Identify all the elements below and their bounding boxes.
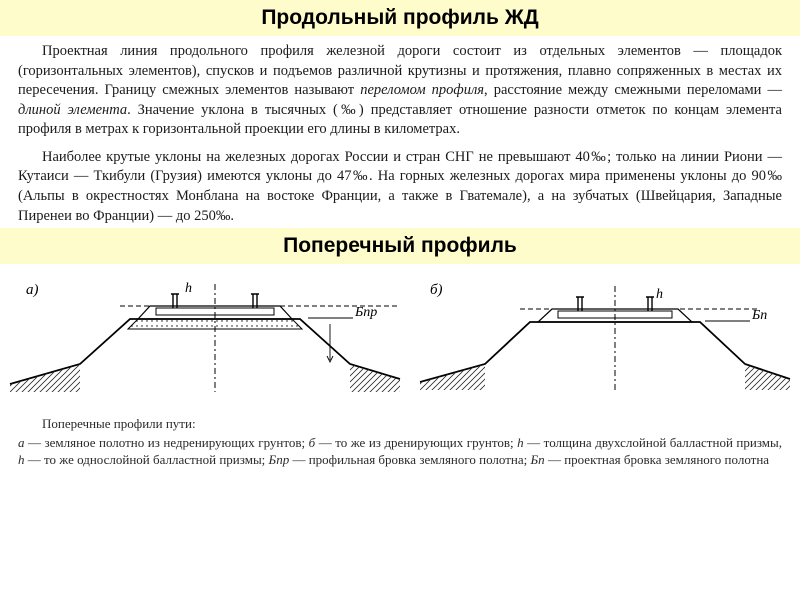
panel-a-bpr-label: Бпр	[354, 305, 377, 320]
cross-section-diagram: а) б) h Бпр h Бп	[0, 264, 800, 414]
caption-text-a: — земляное полотно из недренирующих грун…	[25, 435, 309, 450]
figure-caption: Поперечные профили пути: а — земляное по…	[0, 414, 800, 473]
panel-a-h-label: h	[185, 281, 192, 296]
panel-b-bp-label: Бп	[751, 308, 767, 323]
caption-text-bp: — проектная бровка земляного полотна	[545, 452, 769, 467]
caption-bp: Бп	[531, 452, 545, 467]
caption-text-h2: — то же однослойной балластной призмы;	[25, 452, 269, 467]
p1-term-2: длиной элемента	[18, 102, 127, 118]
p1-text-b: , расстояние между смежными переломами —	[484, 82, 782, 98]
paragraph-1: Проектная линия продольного профиля желе…	[0, 36, 800, 142]
p1-text-c: . Значе­ние уклона в тысячных (‰) предст…	[18, 102, 782, 138]
caption-text-bpr: — профильная бровка земляного полотна;	[289, 452, 530, 467]
caption-bpr: Бпр	[269, 452, 290, 467]
p1-term-1: переломом про­филя	[360, 82, 484, 98]
panel-b-h-label: h	[656, 287, 663, 302]
heading-transverse: Поперечный профиль	[0, 228, 800, 264]
panel-a-label: а)	[26, 282, 39, 298]
panel-b-label: б)	[430, 282, 443, 298]
heading-longitudinal: Продольный профиль ЖД	[0, 0, 800, 36]
paragraph-2: Наиболее крутые уклоны на железных дорог…	[0, 142, 800, 228]
caption-lead: Поперечные профили пути:	[18, 416, 782, 433]
caption-text-h1: — толщина двухслойной балластной призмы,	[524, 435, 782, 450]
caption-text-b: — то же из дренирующих грунтов;	[315, 435, 517, 450]
